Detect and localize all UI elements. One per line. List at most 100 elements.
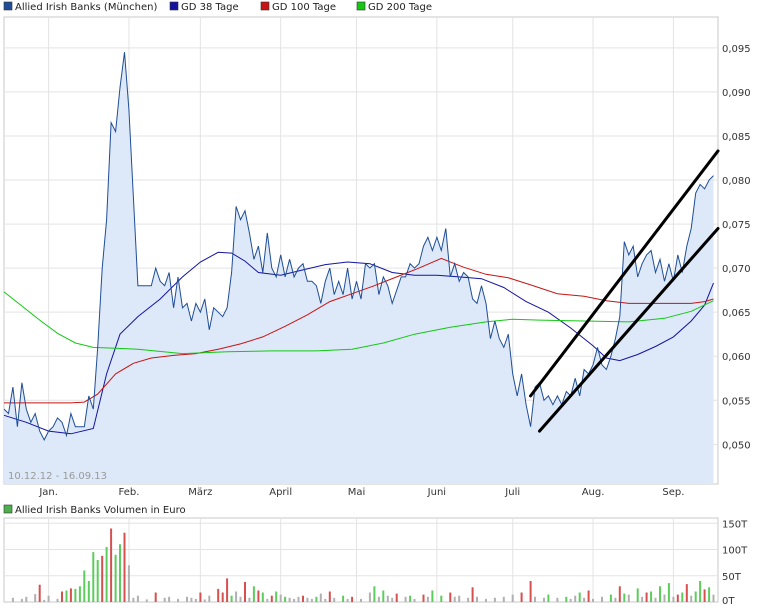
volume-bar xyxy=(190,597,193,602)
volume-bar xyxy=(132,597,135,602)
volume-bar xyxy=(127,565,130,603)
volume-bar xyxy=(154,592,157,602)
volume-bar xyxy=(663,594,666,602)
volume-bar xyxy=(239,596,242,603)
volume-bar xyxy=(592,598,594,602)
volume-bar xyxy=(618,586,621,603)
volume-bar xyxy=(569,598,572,602)
volume-bar xyxy=(168,596,171,603)
legend-swatch-gd200 xyxy=(356,1,366,11)
volume-bar xyxy=(386,595,389,602)
volume-bar xyxy=(110,528,113,602)
volume-bar xyxy=(328,591,331,602)
volume-bar xyxy=(293,598,296,602)
volume-bar xyxy=(627,594,630,602)
y-tick-label: 0,065 xyxy=(722,308,751,319)
volume-bar xyxy=(641,596,644,603)
volume-bar xyxy=(391,597,394,602)
volume-bar xyxy=(493,597,496,602)
volume-bar xyxy=(203,599,206,602)
y-tick-label: 0,050 xyxy=(722,440,751,451)
volume-bar xyxy=(614,597,617,602)
volume-bar xyxy=(61,591,63,602)
volume-bar xyxy=(25,596,28,603)
price-area xyxy=(4,52,714,484)
x-tick-label: Aug. xyxy=(582,487,605,498)
volume-bar xyxy=(226,578,229,602)
volume-bar xyxy=(136,595,139,602)
volume-bar xyxy=(96,560,99,602)
volume-bar xyxy=(101,555,104,602)
volume-bar xyxy=(703,589,706,602)
legend-swatch-price xyxy=(3,1,13,11)
volume-bar xyxy=(694,591,697,602)
volume-bar xyxy=(119,544,121,603)
volume-bar xyxy=(194,598,197,602)
legend-swatch-gd100 xyxy=(260,1,270,11)
volume-bar xyxy=(123,532,126,602)
volume-bar xyxy=(431,590,434,602)
gd100-line xyxy=(4,257,714,404)
volume-bar xyxy=(217,588,220,602)
volume-bar xyxy=(235,591,238,602)
volume-bar xyxy=(306,597,309,602)
gd200-line xyxy=(3,291,714,355)
volume-bar xyxy=(302,595,304,602)
volume-bar xyxy=(74,588,77,602)
volume-bar xyxy=(440,595,443,602)
volume-bar xyxy=(275,591,278,602)
volume-bar xyxy=(279,594,282,602)
volume-bar xyxy=(257,590,260,602)
volume-bar xyxy=(43,599,46,602)
volume-bar xyxy=(609,594,612,602)
volume-bar xyxy=(556,597,559,602)
time-x-axis: Jan. Feb. März April Mai Juni Juli Aug. Sep. xyxy=(38,487,684,498)
volume-bar xyxy=(708,587,711,602)
volume-bar xyxy=(163,597,166,602)
y-tick-label: 0,060 xyxy=(722,352,751,363)
volume-bar xyxy=(248,597,251,602)
volume-bar xyxy=(284,596,287,603)
volume-bar xyxy=(502,596,505,603)
x-tick-label: Jan. xyxy=(38,487,58,498)
volume-bar xyxy=(471,587,474,602)
x-tick-label: Juli xyxy=(504,487,520,498)
volume-bar xyxy=(583,597,586,602)
volume-bar xyxy=(623,593,626,602)
volume-bar xyxy=(467,597,470,602)
volume-bar xyxy=(87,581,90,602)
volume-bar xyxy=(177,598,179,602)
trend-line-lower xyxy=(538,226,720,433)
price-line xyxy=(3,52,714,442)
volume-bar xyxy=(34,594,37,602)
volume-bar xyxy=(667,583,670,602)
volume-bar xyxy=(56,598,59,602)
volume-bars xyxy=(11,528,715,603)
volume-bar xyxy=(413,598,416,602)
gd38-line xyxy=(3,251,714,435)
price-area-fill xyxy=(4,52,714,484)
volume-bar xyxy=(208,595,211,602)
volume-bar xyxy=(351,596,354,603)
legend-label-gd200: GD 200 Tage xyxy=(368,2,432,13)
x-tick-label: Juni xyxy=(427,487,446,498)
legend-swatch-volume xyxy=(3,504,13,514)
volume-bar xyxy=(47,595,50,602)
volume-bar xyxy=(511,594,514,602)
volume-bar xyxy=(476,596,478,603)
volume-bar xyxy=(261,592,264,602)
volume-bar xyxy=(395,593,398,602)
volume-panel-frame xyxy=(3,517,719,603)
volume-bar xyxy=(520,592,523,602)
legend-label-gd38: GD 38 Tage xyxy=(181,2,239,13)
volume-bar xyxy=(458,595,461,602)
volume-bar xyxy=(319,593,322,602)
volume-bar xyxy=(574,595,577,602)
price-legend: Allied Irish Banks (München) GD 38 Tage … xyxy=(3,1,432,13)
volume-bar xyxy=(297,596,300,603)
x-tick-label: Feb. xyxy=(119,487,140,498)
volume-bar xyxy=(20,598,23,602)
volume-bar xyxy=(685,584,688,602)
volume-bar xyxy=(681,592,684,602)
y-tick-label: 0,085 xyxy=(722,132,751,143)
